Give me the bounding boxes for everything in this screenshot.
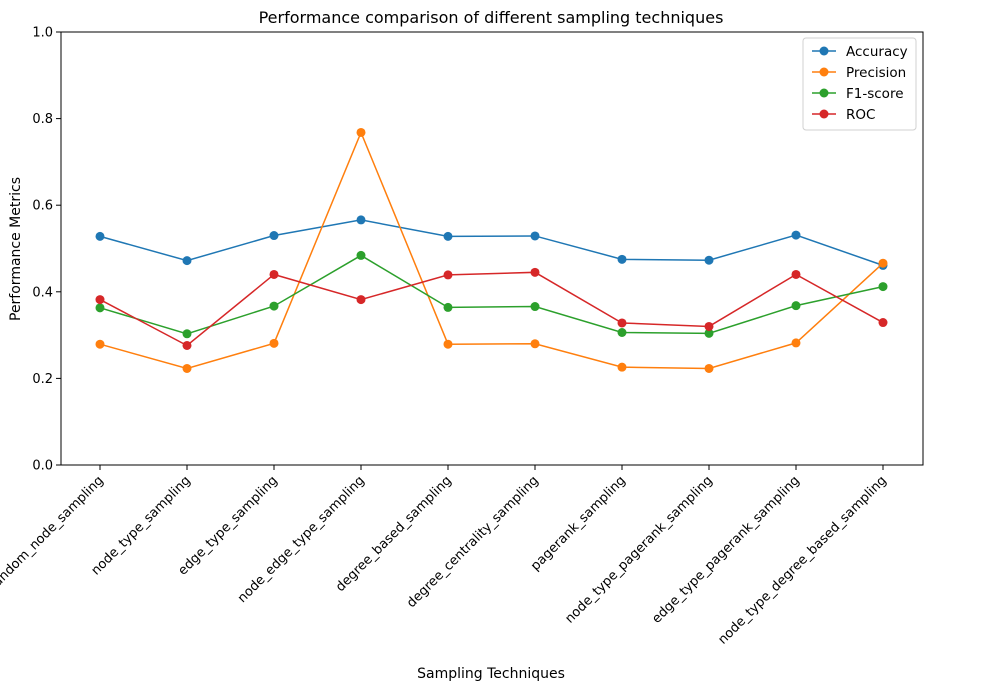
data-point-accuracy (95, 231, 105, 241)
data-point-precision (182, 363, 192, 373)
data-point-roc (617, 318, 627, 328)
data-point-roc (269, 269, 279, 279)
data-point-f1-score (443, 302, 453, 312)
y-axis-label: Performance Metrics (8, 177, 24, 321)
data-point-f1-score (617, 328, 627, 338)
legend-label-accuracy: Accuracy (846, 44, 908, 60)
data-point-accuracy (617, 254, 627, 264)
y-tick-label: 0.8 (32, 112, 53, 127)
data-point-roc (182, 340, 192, 350)
data-point-f1-score (530, 302, 540, 312)
series-line-precision (99, 130, 884, 370)
y-tick-label: 0.2 (32, 372, 53, 387)
y-tick-label: 0.0 (32, 459, 53, 474)
y-tick-label: 1.0 (32, 26, 53, 41)
legend-marker-f1-score (819, 88, 829, 98)
data-point-roc (704, 321, 714, 331)
legend (802, 37, 917, 131)
data-point-accuracy (704, 255, 714, 265)
data-point-f1-score (269, 301, 279, 311)
data-point-roc (530, 267, 540, 277)
legend-marker-accuracy (819, 46, 829, 56)
data-point-roc (443, 270, 453, 280)
x-tick-label: pagerank_sampling (528, 473, 629, 574)
data-point-accuracy (791, 230, 801, 240)
legend-label-f1-score: F1-score (846, 86, 904, 102)
legend-label-roc: ROC (846, 107, 875, 123)
data-point-roc (356, 295, 366, 305)
data-point-f1-score (704, 328, 714, 338)
y-tick-label: 0.4 (32, 285, 53, 300)
x-tick-label: node_type_sampling (89, 473, 194, 578)
data-point-precision (443, 339, 453, 349)
data-point-f1-score (791, 301, 801, 311)
data-point-accuracy (356, 215, 366, 225)
series-line-accuracy (99, 219, 884, 267)
x-tick-label: edge_type_sampling (176, 473, 281, 578)
data-point-accuracy (443, 231, 453, 241)
data-point-accuracy (182, 256, 192, 266)
legend-label-precision: Precision (846, 65, 906, 81)
data-point-precision (95, 339, 105, 349)
legend-marker-precision (819, 67, 829, 77)
data-point-roc (791, 269, 801, 279)
x-tick-label: node_type_degree_based_sampling (715, 473, 889, 647)
data-point-f1-score (95, 303, 105, 313)
data-point-f1-score (356, 250, 366, 260)
data-point-precision (530, 339, 540, 349)
x-tick-label: random_node_sampling (0, 473, 107, 593)
data-point-f1-score (182, 329, 192, 339)
plot-frame (60, 31, 924, 466)
data-point-precision (704, 363, 714, 373)
y-tick-label: 0.6 (32, 199, 53, 214)
data-point-precision (269, 338, 279, 348)
data-point-precision (617, 362, 627, 372)
x-tick-label: edge_type_pagerank_sampling (649, 473, 802, 626)
data-point-accuracy (530, 231, 540, 241)
x-tick-label: node_type_pagerank_sampling (562, 473, 715, 626)
data-point-roc (878, 318, 888, 328)
data-point-precision (356, 127, 366, 137)
data-point-roc (95, 295, 105, 305)
chart-title: Performance comparison of different samp… (259, 8, 724, 27)
series-line-roc (99, 271, 884, 347)
x-axis-label: Sampling Techniques (417, 666, 565, 682)
data-point-precision (878, 258, 888, 268)
legend-marker-roc (819, 109, 829, 119)
data-point-accuracy (269, 231, 279, 241)
data-point-f1-score (878, 282, 888, 292)
series-line-f1-score (99, 254, 884, 335)
data-point-precision (791, 338, 801, 348)
